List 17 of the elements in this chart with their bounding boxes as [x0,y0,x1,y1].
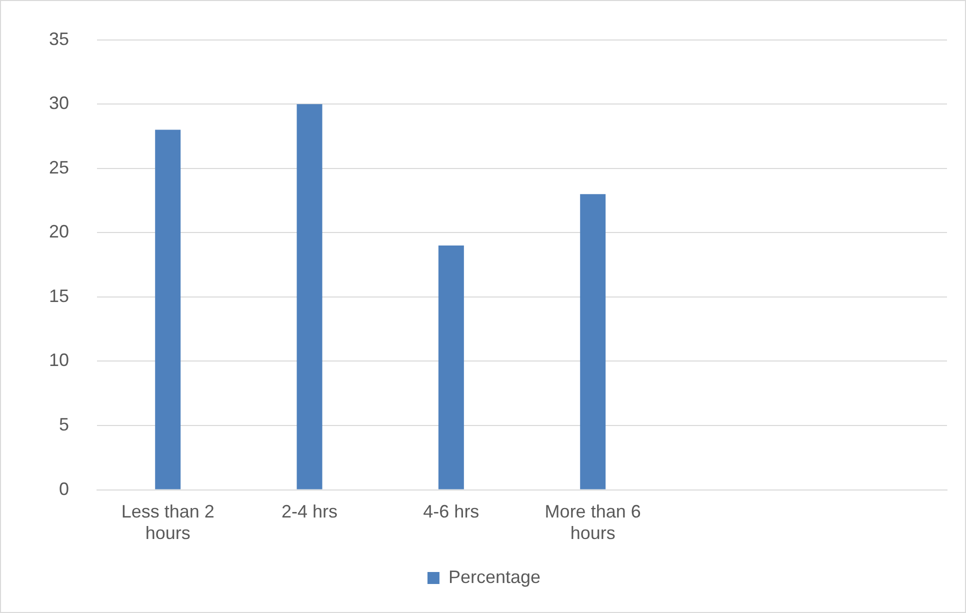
y-tick-label: 10 [48,350,70,370]
y-tick-label: 35 [48,28,70,49]
bar [438,246,464,490]
y-tick-label: 15 [48,286,70,306]
y-tick-label: 0 [59,478,70,499]
x-tick-label: 4-6 hrs [423,502,480,522]
bar [580,194,606,490]
bar [296,104,322,490]
y-tick-label: 25 [48,157,70,178]
x-tick-label: 2-4 hrs [282,502,338,522]
x-tick-label: More than 6 hours [544,502,641,544]
legend-label: Percentage [448,566,541,587]
bar [155,130,181,490]
y-tick-label: 5 [59,414,70,434]
x-tick-label: Less than 2 hours [121,502,214,544]
y-tick-label: 30 [48,93,70,114]
y-tick-label: 20 [48,222,70,242]
